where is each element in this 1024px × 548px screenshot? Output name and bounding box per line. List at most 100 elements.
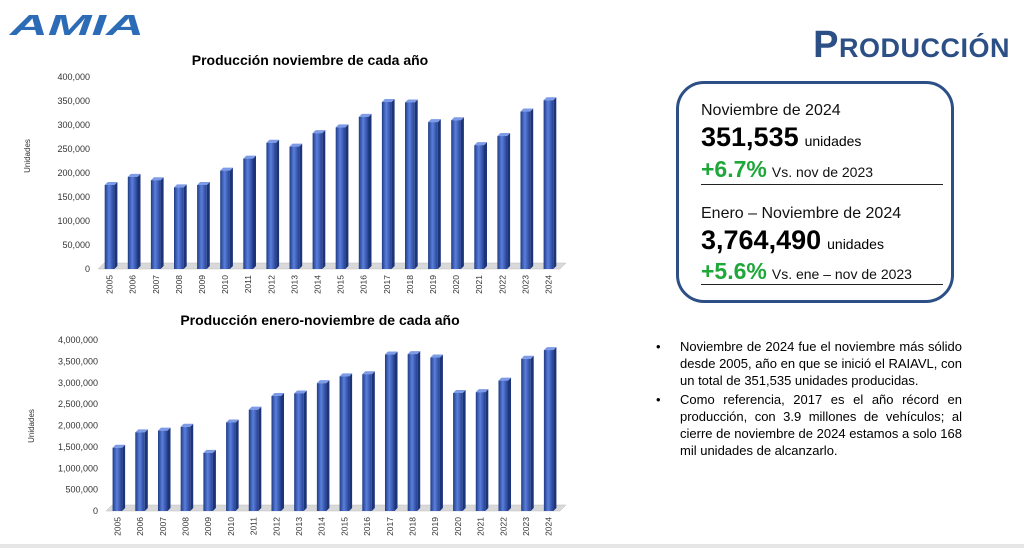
x-tick-label: 2021 [476,517,486,536]
chart-title-november: Producción noviembre de cada año [191,52,429,68]
bar-2017 [384,351,398,511]
bar [451,120,461,269]
y-tick-label: 100,000 [57,216,90,226]
bar-top [312,130,326,134]
bar-2008 [180,423,194,511]
x-tick-label: 2012 [266,275,276,294]
x-tick-label: 2016 [362,517,372,536]
bar-2007 [150,177,164,269]
x-tick-label: 2018 [407,517,417,536]
bar [316,383,327,511]
notes-list: Noviembre de 2024 fue el noviembre más s… [650,338,962,461]
ytd-unit: unidades [827,236,884,252]
bar-top [294,390,307,394]
x-tick-label: 2006 [128,275,138,294]
bar-side [276,139,280,269]
bar [197,185,207,269]
x-tick-label: 2011 [249,517,259,536]
bar-2016 [358,113,372,269]
y-tick-label: 2,000,000 [58,421,98,431]
bar-side [144,429,148,511]
bar-side [183,184,187,269]
bar-top [157,427,171,431]
x-tick-label: 2017 [382,275,392,294]
bar-side [394,351,398,511]
slide-title: Producción [813,24,1010,66]
bar-top [497,133,511,137]
bar-side [391,98,395,270]
bar [150,180,161,269]
bar-2019 [428,119,441,269]
bar-side [253,155,257,269]
bar [312,133,323,269]
x-tick-label: 2008 [180,517,190,536]
x-tick-label: 2015 [336,275,346,294]
x-tick-label: 2011 [243,275,253,294]
bar-2011 [243,155,257,269]
bar-top [520,108,534,112]
bar [271,396,282,511]
x-tick-label: 2018 [405,275,415,294]
chart-floor [105,504,567,512]
bar-side [114,182,118,269]
bar-side [281,393,285,511]
bar-2009 [203,449,216,511]
ytd-value: 3,764,490 [701,225,822,255]
monthly-label: Noviembre de 2024 [701,102,841,119]
y-tick-label: 0 [93,506,98,516]
bar-side [439,354,443,511]
bar-side [345,124,349,270]
bar-side [322,130,326,269]
ytd-change-pct: +5.6% [701,258,767,284]
bar-top [127,173,141,177]
bar-side [206,182,210,269]
x-tick-label: 2020 [451,275,461,294]
bar [453,393,463,511]
bar-top [335,124,349,128]
bar [384,354,395,511]
x-tick-label: 2008 [174,275,184,294]
y-tick-label: 1,000,000 [58,463,98,473]
bar-side [258,406,262,511]
x-tick-label: 2024 [544,517,554,536]
monthly-change-row: +6.7% Vs. nov de 2023 [701,156,873,183]
logo-text: AMIA [8,10,144,38]
y-tick-label: 200,000 [57,168,90,178]
bar-top [248,406,262,410]
bar-top [180,423,194,427]
y-tick-label: 50,000 [62,240,90,250]
ytd-production-chart: 0 500,000 1,000,000 1,500,000 2,000,000 2,500… [27,335,567,536]
bar-2006 [127,173,141,269]
bar [112,447,123,511]
bar-side [326,380,330,511]
bar-top [381,98,395,102]
y-tick-label: 300,000 [57,120,90,130]
x-tick-label: 2010 [226,517,236,536]
chart-floor [97,262,567,270]
bar-2010 [226,419,239,511]
bar-side [212,449,216,511]
y-tick-label: 3,500,000 [58,356,98,366]
bar-top [316,380,330,384]
bar-top [243,155,257,159]
bar-top [203,449,216,453]
x-tick-label: 2021 [474,275,484,294]
bar-2017 [381,98,395,270]
bar [335,127,346,270]
monthly-unit: unidades [804,133,862,149]
bar-2024 [543,97,557,269]
y-tick-label: 150,000 [57,192,90,202]
x-tick-label: 2019 [428,275,438,294]
x-tick-label: 2013 [289,275,299,294]
monthly-change-pct: +6.7% [701,156,767,182]
bar-2018 [404,99,418,269]
bar-2006 [135,429,148,511]
x-tick-label: 2005 [112,517,122,536]
bar [289,146,300,269]
bar [266,142,277,269]
november-production-chart: 0 50,000 100,000 150,000 200,000 250,000 300,0… [23,72,567,294]
bar-side [349,373,353,511]
bar-top [220,167,233,171]
bar-top [474,142,488,146]
bar-top [430,354,443,358]
